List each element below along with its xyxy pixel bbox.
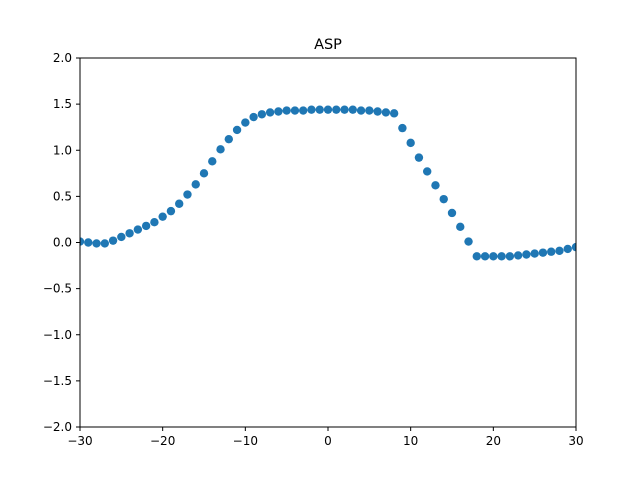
data-point: [166, 206, 176, 216]
y-tick-label: −1.0: [43, 328, 72, 342]
data-point: [125, 229, 134, 238]
x-tick-label: −10: [233, 434, 258, 448]
x-tick-label: 0: [324, 434, 332, 448]
data-point: [340, 105, 349, 114]
data-point: [133, 225, 143, 234]
data-point: [538, 248, 548, 257]
data-point: [414, 153, 424, 162]
data-point: [431, 181, 440, 190]
data-point: [232, 125, 242, 135]
data-point: [92, 239, 101, 248]
x-tick-label: −30: [67, 434, 92, 448]
y-tick-label: 1.5: [53, 97, 72, 111]
data-point: [356, 106, 366, 115]
data-point: [555, 246, 564, 256]
y-tick-label: 0.5: [53, 189, 72, 203]
data-point: [373, 107, 382, 116]
data-point: [323, 105, 333, 114]
data-point: [141, 221, 151, 231]
chart-title: ASP: [314, 37, 342, 53]
y-tick-label: −2.0: [43, 420, 72, 434]
x-tick-label: 10: [403, 434, 418, 448]
data-point: [365, 106, 374, 115]
data-point: [249, 112, 258, 122]
x-tick-label: 30: [568, 434, 583, 448]
data-point: [257, 110, 267, 119]
data-point: [241, 118, 250, 127]
data-point: [265, 108, 275, 117]
y-tick-label: 1.0: [53, 143, 72, 157]
data-point: [84, 238, 93, 247]
data-point: [423, 167, 432, 176]
data-point: [307, 105, 316, 114]
data-point: [117, 232, 126, 242]
data-point: [183, 190, 192, 199]
data-point: [530, 249, 539, 258]
y-tick-label: 2.0: [53, 51, 72, 65]
data-point: [489, 252, 498, 261]
x-tick-label: −20: [150, 434, 175, 448]
data-point: [332, 105, 341, 114]
y-tick-label: −0.5: [43, 282, 72, 296]
data-point: [406, 138, 415, 148]
y-tick-label: −1.5: [43, 374, 72, 388]
data-point: [398, 123, 407, 133]
data-point: [175, 199, 184, 208]
data-point: [191, 180, 200, 189]
data-point: [100, 239, 110, 248]
x-axis-ticks: −30 −20 −10 0 10 20 30: [67, 427, 584, 448]
data-point: [547, 247, 556, 256]
data-point: [290, 106, 300, 115]
data-point: [80, 237, 85, 246]
data-point: [439, 194, 448, 204]
y-tick-label: 0.0: [53, 236, 72, 250]
data-point: [497, 252, 506, 261]
data-point: [150, 218, 159, 227]
data-point: [199, 169, 209, 178]
data-point: [381, 108, 391, 117]
data-point: [447, 208, 457, 218]
data-point: [513, 251, 523, 260]
data-point: [108, 236, 118, 245]
data-point: [456, 222, 465, 232]
data-point: [472, 252, 481, 261]
data-point: [464, 237, 473, 246]
data-point: [348, 105, 357, 114]
plot-frame: [79, 57, 577, 428]
data-point: [282, 106, 291, 115]
data-point: [224, 134, 233, 144]
data-point: [563, 244, 572, 254]
data-point: [208, 157, 217, 166]
data-point: [571, 242, 576, 252]
data-point: [522, 250, 531, 259]
data-point: [274, 107, 283, 116]
data-point: [158, 212, 167, 221]
data-point: [315, 105, 324, 114]
data-point: [299, 106, 308, 115]
y-axis-ticks: −2.0 −1.5 −1.0 −0.5 0.0 0.5 1.0 1.5 2.0: [43, 51, 80, 434]
data-points: [80, 105, 576, 261]
data-point: [480, 252, 490, 261]
data-point: [389, 109, 399, 118]
data-point: [216, 145, 225, 154]
data-point: [505, 252, 515, 261]
x-tick-label: 20: [486, 434, 501, 448]
